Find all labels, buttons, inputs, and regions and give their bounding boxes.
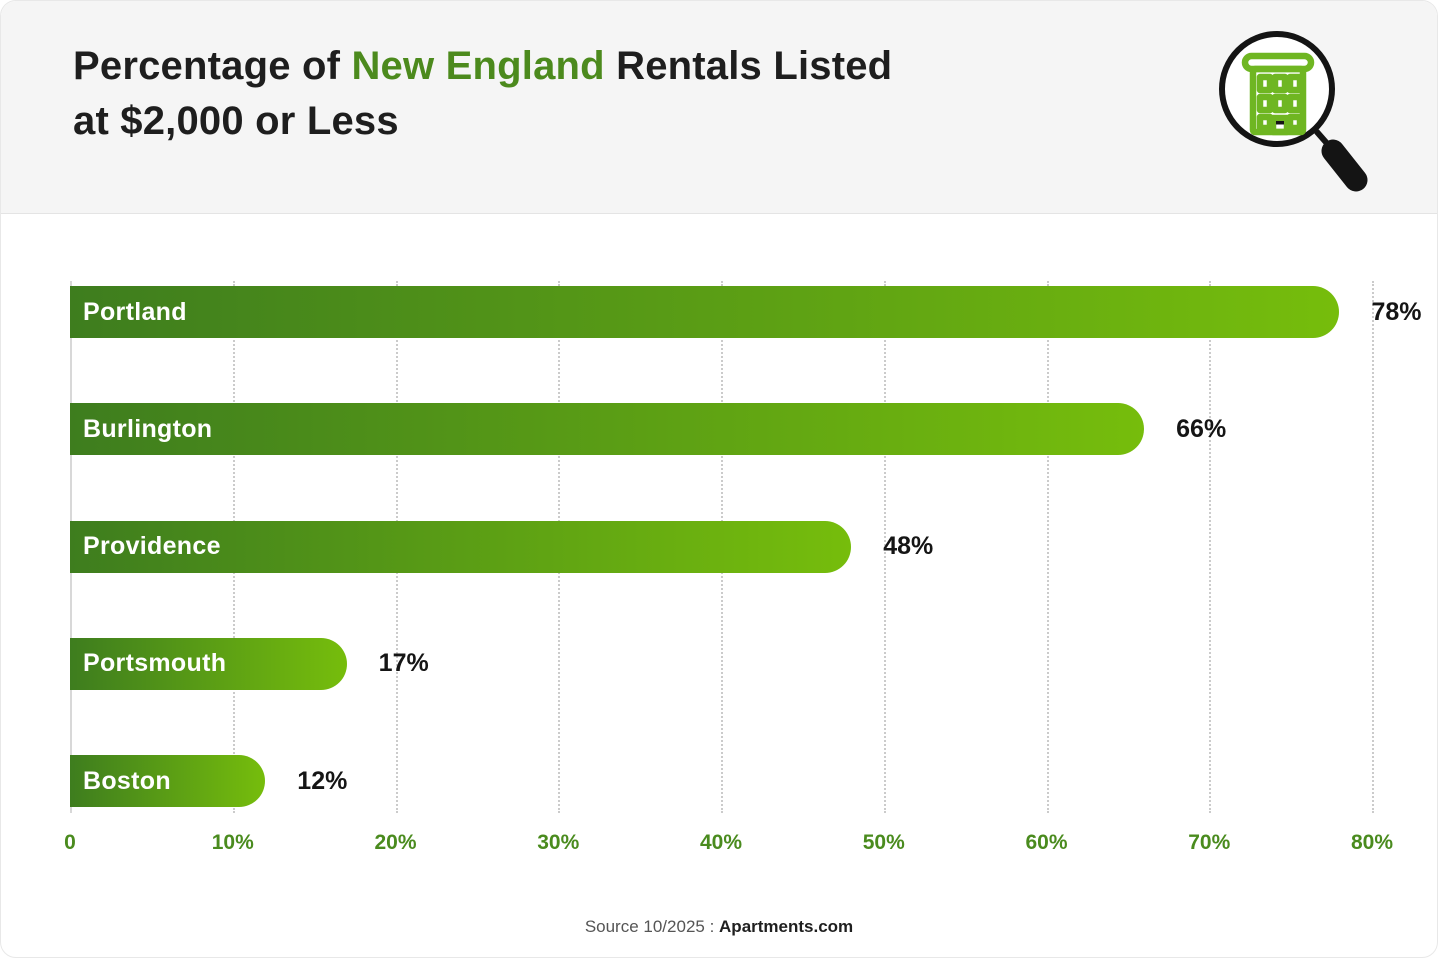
bar-row: Portsmouth 17% — [70, 637, 1372, 690]
bar-value-label: 78% — [1371, 297, 1422, 326]
gridline — [1046, 281, 1049, 813]
title-text-2: Rentals Listed — [604, 44, 893, 88]
gridline — [1209, 281, 1212, 813]
source-caption: Source 10/2025 : Apartments.com — [1, 917, 1437, 937]
chart-title: Percentage of New England Rentals Listed… — [73, 39, 892, 149]
bar-providence: Providence — [70, 520, 852, 573]
bar-category-label: Boston — [83, 766, 171, 795]
gridline — [1372, 281, 1374, 813]
x-tick-label: 70% — [1188, 831, 1231, 854]
bar-burlington: Burlington — [70, 403, 1145, 456]
bar-portland: Portland — [70, 286, 1340, 338]
title-line-2: at $2,000 or Less — [73, 99, 399, 143]
bar-value-label: 12% — [297, 766, 348, 795]
x-tick-label: 60% — [1025, 831, 1068, 854]
building-magnifier-icon — [1219, 31, 1368, 192]
x-tick-label: 0 — [64, 831, 76, 854]
x-tick-label: 80% — [1350, 831, 1394, 854]
bar-portsmouth: Portsmouth — [70, 637, 347, 690]
bar-category-label: Portland — [83, 297, 187, 326]
bar-boston: Boston — [70, 755, 266, 807]
gridline — [883, 281, 886, 813]
bar-row: Portland 78% — [70, 286, 1421, 338]
bar-category-label: Burlington — [83, 414, 213, 443]
bar-row: Boston 12% — [70, 755, 1372, 807]
x-tick-label: 20% — [374, 831, 417, 854]
bar-value-label: 17% — [378, 649, 429, 678]
source-name: Apartments.com — [719, 917, 854, 936]
bar-value-label: 48% — [883, 532, 934, 560]
x-tick-label: 30% — [537, 831, 580, 854]
x-tick-label: 50% — [862, 831, 905, 854]
bar-row: Burlington 66% — [70, 403, 1372, 456]
header: Percentage of New England Rentals Listed… — [1, 1, 1437, 214]
plot-area: 0 10% 20% 30% 40% 50% 60% 70% 80% Portland 78% Burl… — [64, 281, 1421, 854]
title-text-1: Percentage of — [73, 44, 352, 88]
source-prefix: Source 10/2025 : — [584, 917, 715, 936]
bar-value-label: 66% — [1176, 414, 1227, 443]
x-tick-label: 40% — [699, 831, 743, 854]
bar-row: Providence 48% — [70, 520, 1372, 573]
x-tick-label: 10% — [211, 831, 254, 854]
title-accent: New England — [351, 44, 605, 88]
bar-category-label: Providence — [83, 532, 221, 560]
bar-category-label: Portsmouth — [83, 649, 227, 678]
